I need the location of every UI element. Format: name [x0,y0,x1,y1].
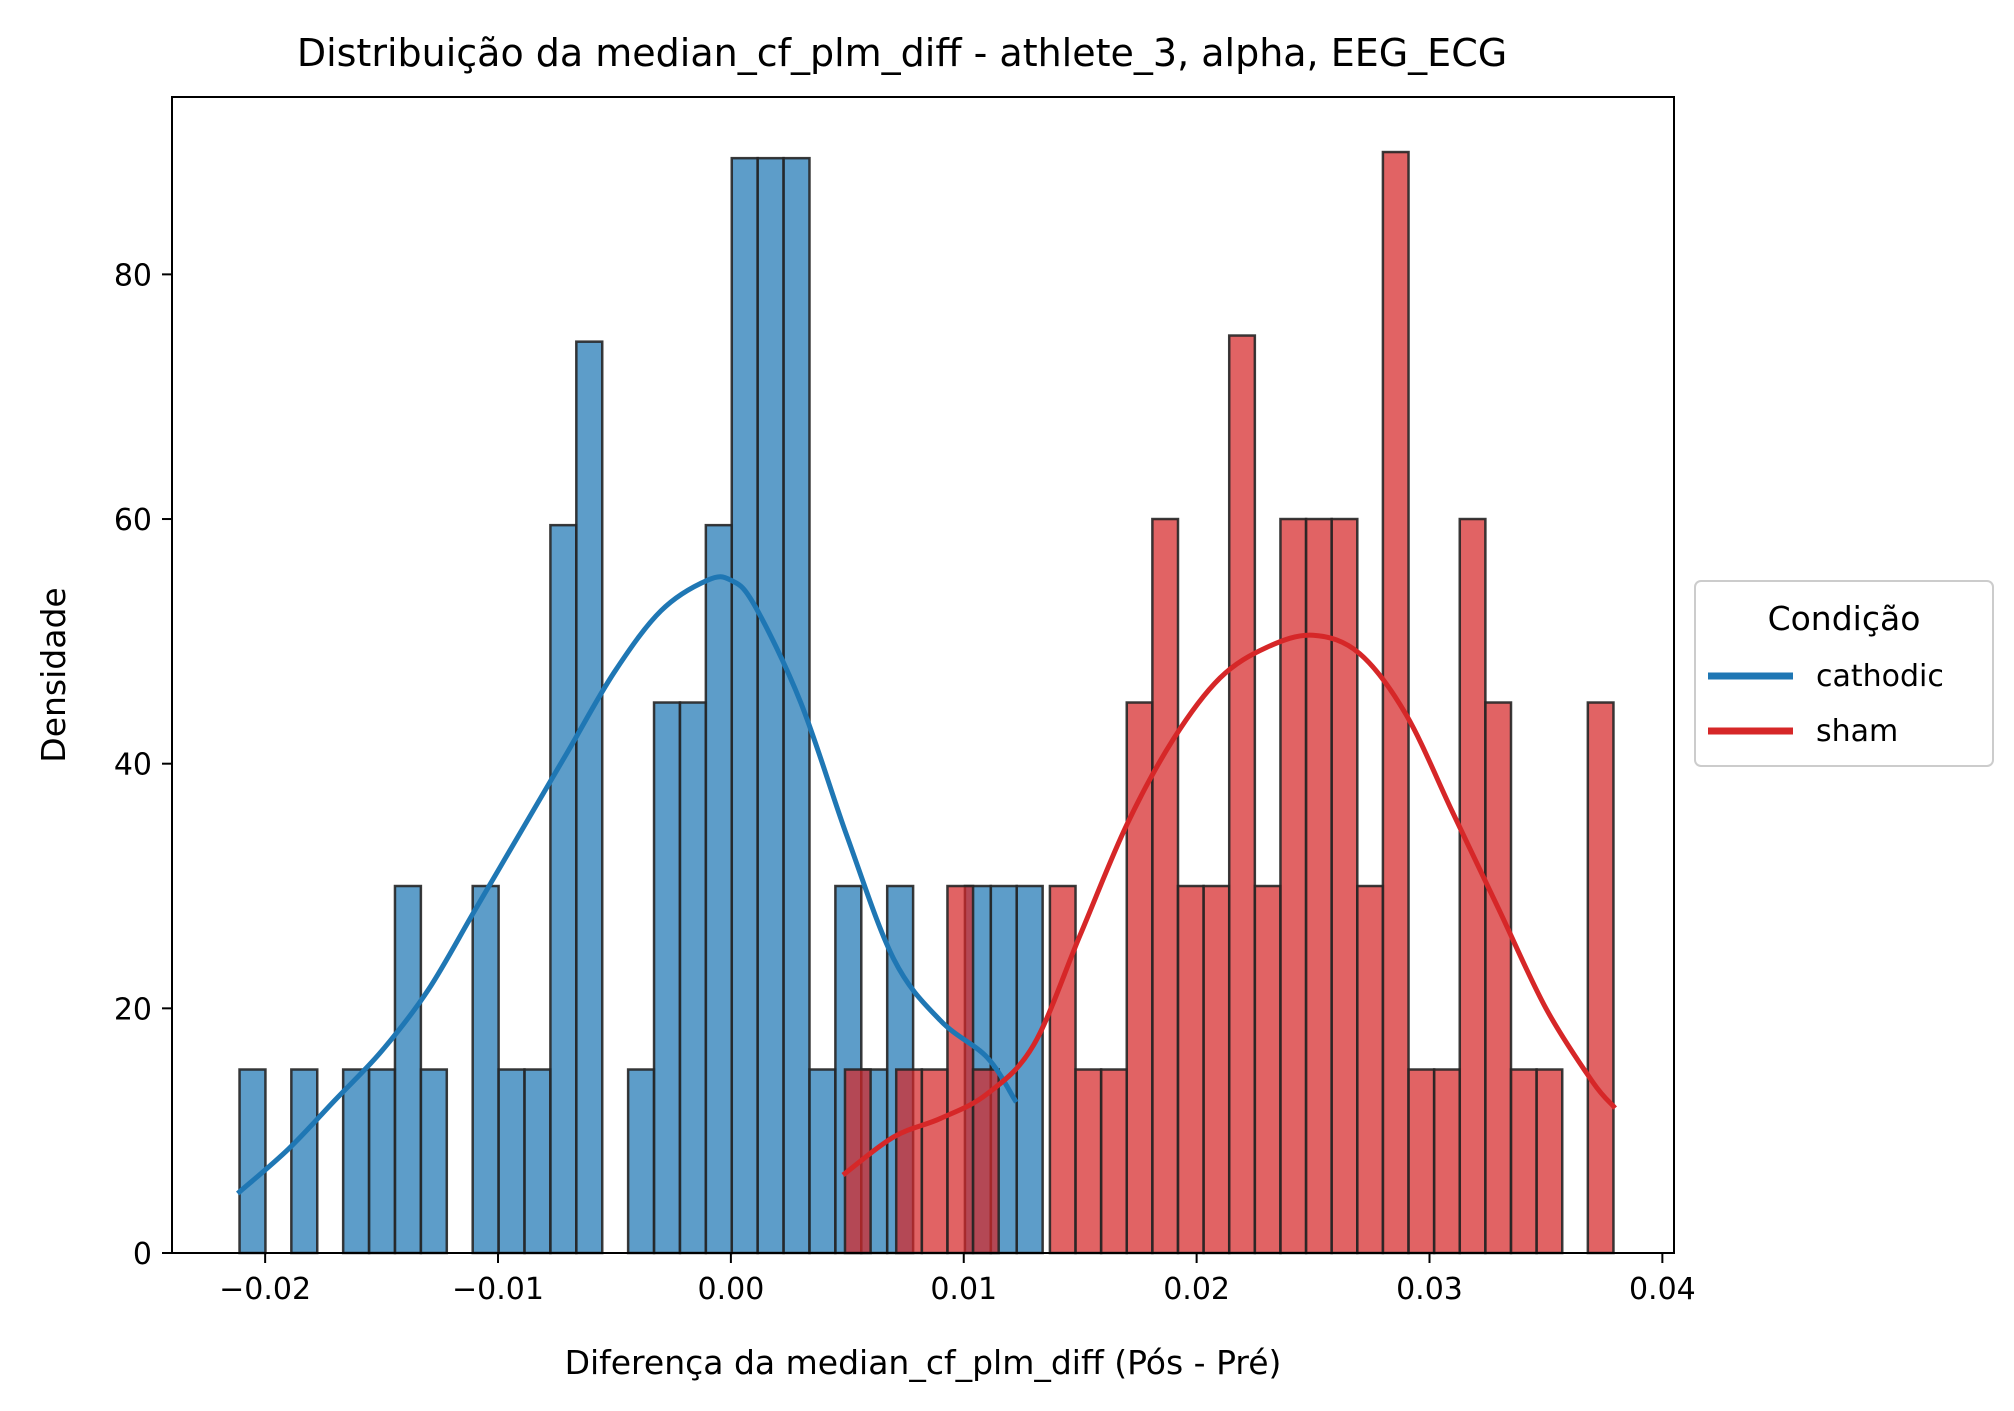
legend-title: Condição [1768,599,1921,638]
bar-sham-10 [1099,1068,1129,1255]
bar-cathodic-17 [678,701,708,1255]
bar-cathodic-18 [704,523,734,1255]
bar-cathodic-2 [290,1068,319,1255]
x-tick-label-5: 0.03 [1396,1272,1463,1307]
plot-area [172,97,1674,1253]
bar-cathodic-9 [471,884,500,1255]
bar-sham-16 [1253,884,1282,1255]
bar-sham-25 [1484,701,1513,1255]
bar-sham-26 [1509,1068,1538,1255]
bar-sham-27 [1535,1068,1564,1255]
bar-cathodic-21 [782,156,811,1255]
chart-title: Distribuição da median_cf_plm_diff - ath… [297,31,1507,75]
kde-line-cathodic [236,574,1019,1196]
x-tick-label-3: 0.01 [930,1272,997,1307]
bar-sham-29 [1586,701,1615,1255]
bar-sham-18 [1304,517,1333,1255]
bar-cathodic-13 [575,340,604,1255]
kde-line-sham [841,632,1617,1177]
legend-box [1694,580,1994,767]
plot-frame [171,96,1675,1254]
bar-cathodic-15 [626,1068,656,1255]
bar-sham-3 [920,1068,949,1255]
bar-sham-13 [1176,884,1205,1255]
bar-sham-23 [1432,1068,1462,1255]
bar-sham-8 [1048,884,1077,1255]
bar-sham-15 [1227,334,1257,1255]
bar-sham-20 [1356,884,1385,1255]
bar-sham-19 [1330,517,1359,1255]
bar-cathodic-30 [1015,884,1044,1255]
bar-sham-9 [1074,1068,1103,1255]
bar-sham-17 [1279,517,1308,1255]
bar-cathodic-10 [497,1068,526,1255]
legend: Condição cathodic sham [1694,580,1994,767]
y-tick-label-1: 20 [114,992,152,1027]
bar-sham-22 [1407,1068,1436,1255]
y-tick-label-0: 0 [133,1237,152,1272]
x-tick-label-4: 0.02 [1163,1272,1230,1307]
bar-cathodic-4 [341,1068,371,1255]
legend-label-sham: sham [1816,714,1898,749]
bar-cathodic-6 [393,884,423,1255]
x-tick-label-6: 0.04 [1629,1272,1696,1307]
bar-cathodic-19 [730,156,759,1255]
y-tick-label-2: 40 [114,748,152,783]
bar-cathodic-7 [419,1068,449,1255]
bar-cathodic-20 [756,156,785,1255]
bar-cathodic-16 [652,701,682,1255]
bar-sham-14 [1202,884,1231,1255]
legend-label-cathodic: cathodic [1816,659,1944,694]
x-tick-label-0: −0.02 [219,1272,311,1307]
y-axis: 0 20 40 60 80 [114,258,172,1272]
y-tick-label-3: 60 [114,503,152,538]
bar-sham-24 [1458,517,1487,1255]
histogram-bars [238,150,1615,1255]
bar-cathodic-11 [523,1068,552,1255]
bar-cathodic-0 [238,1068,267,1255]
kde-curves [236,574,1617,1196]
bar-cathodic-12 [549,523,578,1255]
y-axis-label: Densidade [34,587,73,762]
bar-sham-4 [946,884,975,1255]
x-tick-label-1: −0.01 [452,1272,544,1307]
x-tick-label-2: 0.00 [697,1272,764,1307]
bar-sham-12 [1151,517,1180,1255]
x-axis: −0.02 −0.01 0.00 0.01 0.02 0.03 0.04 [219,1253,1696,1307]
bar-cathodic-22 [808,1068,837,1255]
bar-sham-2 [894,1068,924,1255]
bar-cathodic-5 [367,1068,397,1255]
x-axis-label: Diferença da median_cf_plm_diff (Pós - P… [565,1343,1282,1382]
y-tick-label-4: 80 [114,258,152,293]
bar-sham-21 [1381,150,1410,1255]
